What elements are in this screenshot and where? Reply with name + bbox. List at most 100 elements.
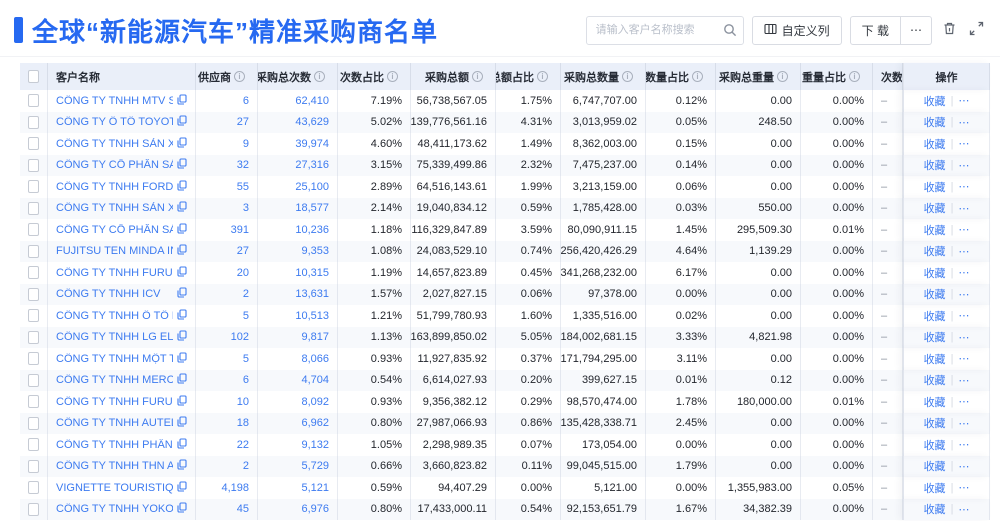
row-checkbox[interactable] [28, 352, 39, 366]
favorite-button[interactable]: 收藏 [923, 482, 946, 495]
fullscreen-button[interactable] [967, 19, 986, 41]
row-more-button[interactable]: ⋯ [958, 374, 970, 387]
customer-name-link[interactable]: CÔNG TY TNHH AUTEL VIỆT N... [56, 417, 173, 430]
customer-name-link[interactable]: CÔNG TY Ô TÔ TOYOTA VIỆT ... [56, 116, 173, 129]
info-icon[interactable] [849, 71, 860, 82]
favorite-button[interactable]: 收藏 [923, 418, 946, 431]
customize-columns-button[interactable]: 自定义列 [751, 15, 842, 45]
row-more-button[interactable]: ⋯ [958, 116, 970, 129]
row-checkbox[interactable] [28, 309, 39, 323]
row-checkbox[interactable] [28, 201, 39, 215]
col-header-suppliers[interactable]: 供应商 [196, 63, 258, 90]
row-more-button[interactable]: ⋯ [958, 353, 970, 366]
row-checkbox[interactable] [28, 115, 39, 129]
row-more-button[interactable]: ⋯ [958, 181, 970, 194]
copy-icon[interactable] [177, 352, 187, 366]
row-checkbox[interactable] [28, 223, 39, 237]
customer-name-link[interactable]: CÔNG TY TNHH SẢN XUẤT VÀ ... [56, 202, 173, 215]
favorite-button[interactable]: 收藏 [923, 117, 946, 130]
customer-name-link[interactable]: CÔNG TY TNHH PHÂN PHỐI T... [56, 438, 173, 451]
row-more-button[interactable]: ⋯ [958, 417, 970, 430]
favorite-button[interactable]: 收藏 [923, 160, 946, 173]
row-more-button[interactable]: ⋯ [958, 159, 970, 172]
favorite-button[interactable]: 收藏 [923, 375, 946, 388]
favorite-button[interactable]: 收藏 [923, 267, 946, 280]
customer-name-link[interactable]: CÔNG TY TNHH YOKOWO VIỆT... [56, 503, 173, 516]
row-checkbox[interactable] [28, 330, 39, 344]
favorite-button[interactable]: 收藏 [923, 504, 946, 517]
info-icon[interactable] [777, 71, 788, 82]
row-checkbox[interactable] [28, 244, 39, 258]
row-checkbox[interactable] [28, 94, 39, 108]
row-checkbox[interactable] [28, 459, 39, 473]
customer-name-link[interactable]: CÔNG TY TNHH LG ELECTRON... [56, 331, 173, 344]
customer-name-link[interactable]: CÔNG TY TNHH ICV [56, 288, 161, 301]
favorite-button[interactable]: 收藏 [923, 439, 946, 452]
row-checkbox[interactable] [28, 395, 39, 409]
favorite-button[interactable]: 收藏 [923, 396, 946, 409]
col-header-amount[interactable]: 采购总额 [411, 63, 496, 90]
col-header-quantity_pct[interactable]: 数量占比 [646, 63, 716, 90]
row-more-button[interactable]: ⋯ [958, 267, 970, 280]
search-input[interactable] [585, 15, 744, 45]
favorite-button[interactable]: 收藏 [923, 332, 946, 345]
favorite-button[interactable]: 收藏 [923, 95, 946, 108]
customer-name-link[interactable]: CÔNG TY TNHH FURUKAWA A... [56, 395, 173, 408]
copy-icon[interactable] [177, 201, 187, 215]
row-checkbox[interactable] [28, 137, 39, 151]
copy-icon[interactable] [177, 158, 187, 172]
copy-icon[interactable] [177, 266, 187, 280]
row-more-button[interactable]: ⋯ [958, 331, 970, 344]
row-checkbox[interactable] [28, 416, 39, 430]
col-header-times_pct[interactable]: 次数占比 [338, 63, 411, 90]
row-checkbox[interactable] [28, 158, 39, 172]
row-more-button[interactable]: ⋯ [958, 439, 970, 452]
info-icon[interactable] [314, 71, 325, 82]
col-header-purchase_times[interactable]: 采购总次数 [258, 63, 338, 90]
info-icon[interactable] [692, 71, 703, 82]
row-checkbox[interactable] [28, 266, 39, 280]
info-icon[interactable] [537, 71, 548, 82]
customer-name-link[interactable]: VIGNETTE TOURISTIQUE G UNI... [56, 481, 173, 494]
info-icon[interactable] [387, 71, 398, 82]
copy-icon[interactable] [177, 94, 187, 108]
row-more-button[interactable]: ⋯ [958, 482, 970, 495]
row-checkbox[interactable] [28, 180, 39, 194]
row-more-button[interactable]: ⋯ [958, 245, 970, 258]
search-icon[interactable] [723, 23, 737, 42]
row-checkbox[interactable] [28, 481, 39, 495]
favorite-button[interactable]: 收藏 [923, 289, 946, 302]
col-header-quantity[interactable]: 采购总数量 [561, 63, 646, 90]
select-all-checkbox[interactable] [28, 70, 39, 83]
copy-icon[interactable] [177, 481, 187, 495]
row-more-button[interactable]: ⋯ [958, 95, 970, 108]
customer-name-link[interactable]: CÔNG TY CỔ PHẦN SẢN XUẤT... [56, 223, 173, 236]
row-checkbox[interactable] [28, 502, 39, 516]
customer-name-link[interactable]: CÔNG TY TNHH FURUKAWA A... [56, 266, 173, 279]
copy-icon[interactable] [177, 137, 187, 151]
copy-icon[interactable] [177, 223, 187, 237]
copy-icon[interactable] [177, 330, 187, 344]
favorite-button[interactable]: 收藏 [923, 353, 946, 366]
copy-icon[interactable] [177, 416, 187, 430]
row-more-button[interactable]: ⋯ [958, 396, 970, 409]
customer-name-link[interactable]: CÔNG TY TNHH MỘT THÀNH V... [56, 352, 173, 365]
info-icon[interactable] [472, 71, 483, 82]
row-more-button[interactable]: ⋯ [958, 202, 970, 215]
col-header-name[interactable]: 客户名称 [48, 63, 196, 90]
favorite-button[interactable]: 收藏 [923, 461, 946, 474]
copy-icon[interactable] [177, 244, 187, 258]
copy-icon[interactable] [177, 395, 187, 409]
row-checkbox[interactable] [28, 287, 39, 301]
col-header-weight_pct[interactable]: 重量占比 [801, 63, 873, 90]
row-more-button[interactable]: ⋯ [958, 224, 970, 237]
row-checkbox[interactable] [28, 373, 39, 387]
row-more-button[interactable]: ⋯ [958, 310, 970, 323]
info-icon[interactable] [234, 71, 245, 82]
favorite-button[interactable]: 收藏 [923, 181, 946, 194]
col-header-weight[interactable]: 采购总重量 [716, 63, 801, 90]
favorite-button[interactable]: 收藏 [923, 224, 946, 237]
download-button[interactable]: 下 载 [849, 15, 901, 45]
row-more-button[interactable]: ⋯ [958, 288, 970, 301]
copy-icon[interactable] [177, 438, 187, 452]
